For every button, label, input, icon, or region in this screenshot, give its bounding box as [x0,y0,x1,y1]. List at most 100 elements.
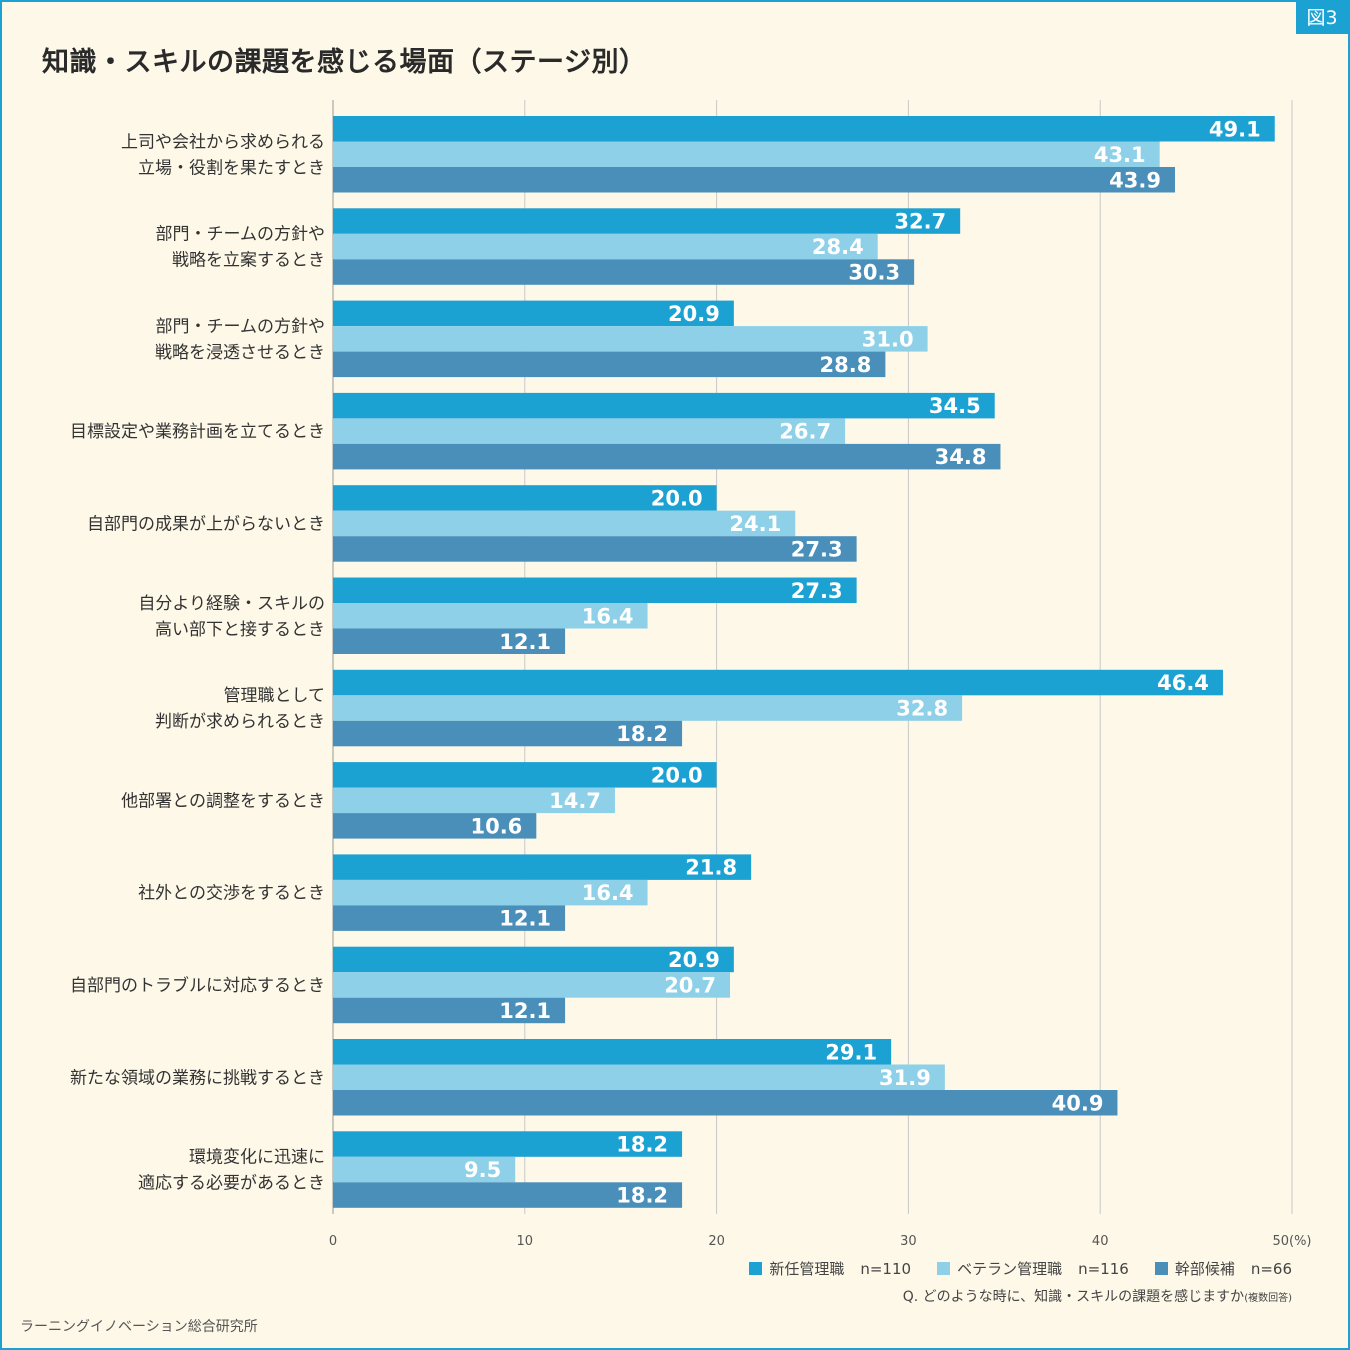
bar-value-label: 26.7 [779,420,831,444]
legend-label: ベテラン管理職 [957,1260,1063,1278]
category-label: 自部門の成果が上がらないとき [87,514,325,534]
bar [333,577,857,603]
legend: 新任管理職 n=110 ベテラン管理職 n=116 幹部候補 n=66 [749,1258,1292,1279]
category-label: 自分より経験・スキルの [138,594,325,614]
bar-value-label: 16.4 [582,881,634,905]
bar-value-label: 20.0 [651,763,703,787]
bar [333,510,796,537]
category-label: 他部署との調整をするとき [121,791,325,811]
bar [333,695,963,721]
legend-label: 幹部候補 [1174,1260,1235,1278]
bar [333,300,734,327]
category-label: 目標設定や業務計画を立てるとき [70,422,325,442]
bar [333,351,886,378]
bar [333,1090,1118,1116]
bar [333,972,731,998]
bar [333,233,878,260]
bar [333,946,734,973]
question-text: Q. どのような時に、知識・スキルの課題を感じますか [902,1289,1245,1305]
category-label: 上司や会社から求められる [121,132,325,152]
legend-swatch [1154,1262,1168,1275]
bar-value-label: 14.7 [549,789,601,813]
bar-value-label: 24.1 [729,512,781,536]
category-label: 戦略を浸透させるとき [155,343,325,363]
bar [333,905,566,931]
legend-item-veteran-manager: ベテラン管理職 n=116 [937,1258,1129,1279]
bar [333,259,915,285]
bar-value-label: 12.1 [499,999,551,1023]
source-credit: ラーニングイノベーション総合研究所 [20,1319,258,1335]
bar [333,854,752,880]
bar-value-label: 30.3 [848,261,900,285]
category-label: 自部門のトラブルに対応するとき [70,975,325,996]
x-tick-label: 20 [708,1234,725,1249]
bar-value-label: 20.9 [668,302,720,326]
bar-value-label: 31.9 [879,1066,931,1090]
bar-value-label: 29.1 [825,1040,877,1064]
category-label: 高い部下と接するとき [155,620,325,640]
category-label: 適応する必要があるとき [138,1174,325,1194]
bar [333,628,566,654]
category-label: 社外との交渉をするとき [138,884,325,904]
bar-value-label: 46.4 [1157,671,1209,695]
bar-value-label: 32.7 [894,210,946,234]
legend-item-executive-candidate: 幹部候補 n=66 [1154,1258,1292,1279]
bar-value-label: 20.7 [664,973,716,997]
question-note: (複数回答) [1244,1293,1292,1304]
bar [333,392,995,419]
bar [333,1064,945,1090]
bar-value-label: 12.1 [499,907,551,931]
legend-label: 新任管理職 [769,1260,845,1278]
bar [333,1131,683,1157]
bar-value-label: 49.1 [1209,117,1261,141]
bar [333,208,961,234]
bar [333,443,1001,470]
bar [333,167,1176,193]
bar [333,669,1223,696]
bar-value-label: 16.4 [582,604,634,628]
bar-value-label: 32.8 [896,697,948,721]
figure-badge: 図3 [1296,2,1348,34]
bar [333,326,928,352]
bar-value-label: 43.1 [1094,143,1146,167]
legend-item-new-manager: 新任管理職 n=110 [749,1258,911,1279]
bar-value-label: 34.5 [929,394,981,418]
x-tick-label: 40 [1092,1234,1109,1249]
bar-value-label: 18.2 [616,1184,668,1208]
survey-question: Q. どのような時に、知識・スキルの課題を感じますか(複数回答) [903,1286,1292,1306]
bar-value-label: 28.4 [812,235,864,259]
legend-n: n=66 [1250,1259,1292,1278]
bar [333,720,683,747]
bar [333,1156,516,1183]
legend-swatch [937,1262,951,1275]
bar-value-label: 34.8 [935,445,987,469]
category-label: 部門・チームの方針や [156,225,326,245]
bar-value-label: 28.8 [820,353,872,377]
bar [333,1182,683,1208]
legend-n: n=110 [860,1259,912,1278]
x-tick-label: 10 [517,1234,534,1249]
bar-value-label: 40.9 [1052,1091,1104,1115]
bar [333,116,1275,142]
category-label: 戦略を立案するとき [172,251,325,271]
x-tick-label: 0 [329,1234,337,1249]
bar-value-label: 12.1 [499,630,551,654]
x-tick-label: 50(%) [1272,1234,1311,1249]
category-label: 立場・役割を果たすとき [138,158,325,178]
bar [333,762,717,788]
bar [333,141,1160,167]
legend-swatch [749,1262,763,1275]
bar-value-label: 10.6 [470,814,522,838]
bar-value-label: 27.3 [791,579,843,603]
bar [333,787,615,814]
bar [333,418,846,444]
bar [333,1039,892,1065]
bar [333,603,648,629]
bar-value-label: 18.2 [616,722,668,746]
bar-value-label: 20.0 [651,486,703,510]
legend-n: n=116 [1078,1259,1129,1278]
bar [333,485,717,511]
bar-value-label: 31.0 [862,327,914,351]
